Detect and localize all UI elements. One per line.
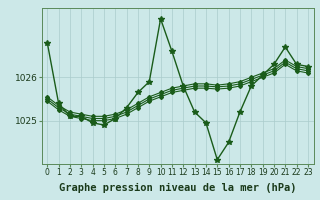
X-axis label: Graphe pression niveau de la mer (hPa): Graphe pression niveau de la mer (hPa) [59, 183, 296, 193]
